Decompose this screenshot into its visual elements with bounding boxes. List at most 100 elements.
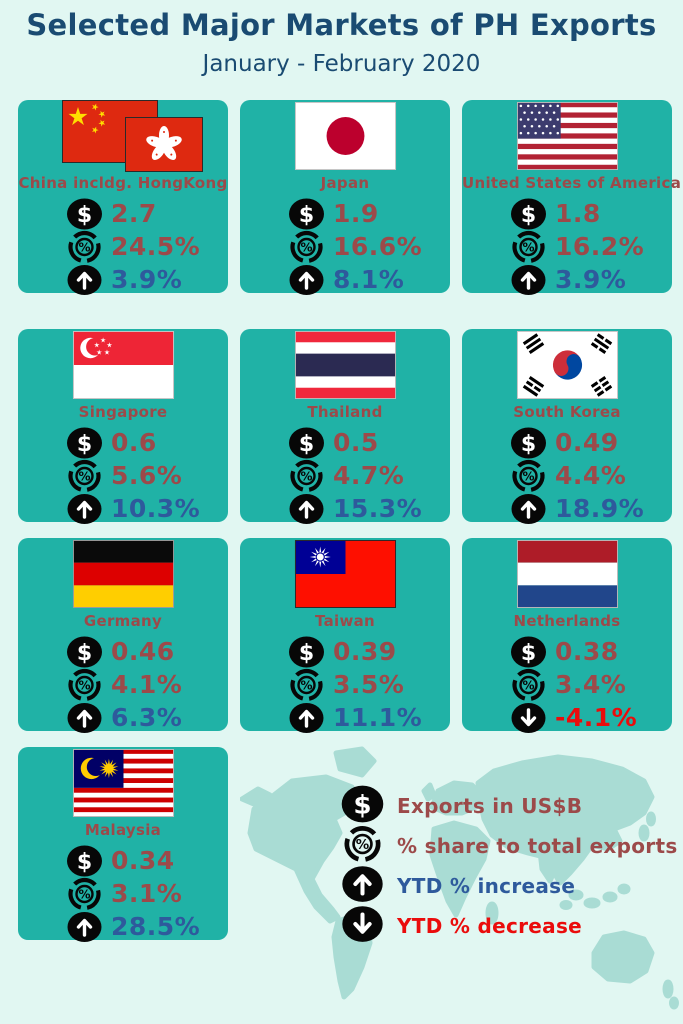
country-name: Thailand bbox=[307, 403, 383, 421]
exports-value: 0.34 bbox=[111, 846, 175, 875]
japan-flag bbox=[240, 100, 450, 173]
arrow-up-icon bbox=[288, 493, 325, 525]
exports-value: 0.5 bbox=[333, 428, 379, 457]
share-value: 3.1% bbox=[111, 879, 183, 908]
percent-icon: % bbox=[510, 668, 547, 702]
share-value: 4.1% bbox=[111, 670, 183, 699]
svg-text:$: $ bbox=[353, 791, 371, 821]
percent-icon: % bbox=[510, 459, 547, 493]
dollar-icon: $ bbox=[66, 636, 103, 668]
svg-text:$: $ bbox=[77, 432, 92, 457]
taiwan-flag bbox=[240, 538, 450, 611]
exports-value: 1.8 bbox=[555, 199, 601, 228]
china-hongkong-flag bbox=[18, 100, 228, 173]
card-row-3: Germany $ 0.46 % 4.1% 6.3% Taiwan $ 0.39 bbox=[18, 538, 672, 734]
ytd-value: 10.3% bbox=[111, 494, 201, 523]
card-germany: Germany $ 0.46 % 4.1% 6.3% bbox=[18, 538, 228, 733]
ytd-stat: 10.3% bbox=[66, 493, 228, 524]
svg-text:%: % bbox=[300, 678, 312, 692]
country-name: United States of America bbox=[462, 174, 682, 192]
svg-text:$: $ bbox=[77, 641, 92, 666]
ytd-stat: 8.1% bbox=[288, 264, 450, 295]
dollar-icon: $ bbox=[66, 198, 103, 230]
svg-text:%: % bbox=[522, 678, 534, 692]
stats-block: $ 0.49 % 4.4% 18.9% bbox=[462, 427, 672, 524]
svg-text:$: $ bbox=[299, 641, 314, 666]
page-subtitle: January - February 2020 bbox=[202, 51, 481, 77]
legend-label: YTD % decrease bbox=[397, 914, 583, 938]
svg-text:%: % bbox=[300, 469, 312, 483]
percent-icon: % bbox=[66, 877, 103, 911]
share-stat: % 16.6% bbox=[288, 230, 450, 264]
exports-stat: $ 0.34 bbox=[66, 845, 228, 876]
dollar-icon: $ bbox=[288, 427, 325, 459]
svg-text:$: $ bbox=[77, 203, 92, 228]
share-value: 4.4% bbox=[555, 461, 627, 490]
svg-text:$: $ bbox=[521, 203, 536, 228]
share-stat: % 3.4% bbox=[510, 668, 672, 702]
exports-stat: $ 1.8 bbox=[510, 198, 672, 229]
dollar-icon: $ bbox=[66, 845, 103, 877]
share-stat: % 4.7% bbox=[288, 459, 450, 492]
country-name: Singapore bbox=[78, 403, 168, 421]
card-row-2: Singapore $ 0.6 % 5.6% 10.3% Thailand $ … bbox=[18, 329, 672, 525]
card-malaysia: Malaysia $ 0.34 % 3.1% 28.5% bbox=[18, 747, 228, 942]
ytd-value: 28.5% bbox=[111, 912, 201, 941]
south-korea-flag bbox=[462, 329, 672, 402]
svg-text:%: % bbox=[522, 240, 534, 254]
stats-block: $ 1.9 % 16.6% 8.1% bbox=[240, 198, 450, 295]
ytd-value: 8.1% bbox=[333, 265, 405, 294]
legend-label: YTD % increase bbox=[397, 874, 576, 898]
exports-stat: $ 0.6 bbox=[66, 427, 228, 458]
ytd-stat: 28.5% bbox=[66, 911, 228, 942]
svg-text:$: $ bbox=[299, 432, 314, 457]
share-stat: % 5.6% bbox=[66, 459, 228, 492]
share-value: 3.5% bbox=[333, 670, 405, 699]
exports-value: 0.6 bbox=[111, 428, 157, 457]
ytd-value: -4.1% bbox=[555, 703, 638, 732]
share-stat: % 3.5% bbox=[288, 668, 450, 701]
ytd-stat: 18.9% bbox=[510, 493, 672, 524]
share-stat: % 4.4% bbox=[510, 459, 672, 493]
card-japan: Japan $ 1.9 % 16.6% 8.1% bbox=[240, 100, 450, 295]
card-singapore: Singapore $ 0.6 % 5.6% 10.3% bbox=[18, 329, 228, 524]
ytd-stat: 3.9% bbox=[66, 264, 228, 295]
country-name: Germany bbox=[83, 612, 163, 630]
singapore-flag bbox=[18, 329, 228, 402]
arrow-up-icon bbox=[66, 911, 103, 943]
svg-text:%: % bbox=[522, 469, 534, 483]
percent-icon: % bbox=[288, 230, 325, 264]
card-row-1: China incldg. HongKong $ 2.7 % 24.5% 3.9… bbox=[18, 100, 682, 296]
stats-block: $ 0.34 % 3.1% 28.5% bbox=[18, 845, 228, 942]
svg-text:%: % bbox=[78, 469, 90, 483]
arrow-down-icon bbox=[510, 702, 547, 734]
exports-stat: $ 1.9 bbox=[288, 198, 450, 229]
ytd-value: 18.9% bbox=[555, 494, 645, 523]
legend-item: % % share to total exports bbox=[340, 826, 678, 865]
arrow-up-icon bbox=[510, 493, 547, 525]
svg-text:%: % bbox=[300, 240, 312, 254]
share-stat: % 16.2% bbox=[510, 230, 672, 264]
ytd-value: 6.3% bbox=[111, 703, 183, 732]
exports-stat: $ 0.49 bbox=[510, 427, 672, 458]
arrow-up-icon bbox=[510, 264, 547, 296]
exports-value: 0.38 bbox=[555, 637, 619, 666]
dollar-icon: $ bbox=[510, 198, 547, 230]
legend-item: $ Exports in US$B bbox=[340, 785, 678, 825]
card-usa: United States of America $ 1.8 % 16.2% 3… bbox=[462, 100, 682, 296]
page-title: Selected Major Markets of PH Exports bbox=[26, 8, 657, 42]
card-thailand: Thailand $ 0.5 % 4.7% 15.3% bbox=[240, 329, 450, 525]
arrow-up-icon bbox=[340, 865, 385, 907]
world-map-graphic bbox=[240, 746, 679, 1010]
svg-text:$: $ bbox=[521, 432, 536, 457]
card-south-korea: South Korea $ 0.49 % 4.4% 18.9% bbox=[462, 329, 672, 524]
percent-icon: % bbox=[510, 230, 547, 264]
arrow-up-icon bbox=[66, 264, 103, 296]
share-value: 16.6% bbox=[333, 232, 423, 261]
svg-text:$: $ bbox=[299, 203, 314, 228]
percent-icon: % bbox=[66, 668, 103, 702]
country-name: China incldg. HongKong bbox=[18, 174, 228, 192]
arrow-up-icon bbox=[288, 702, 325, 734]
svg-text:$: $ bbox=[521, 641, 536, 666]
